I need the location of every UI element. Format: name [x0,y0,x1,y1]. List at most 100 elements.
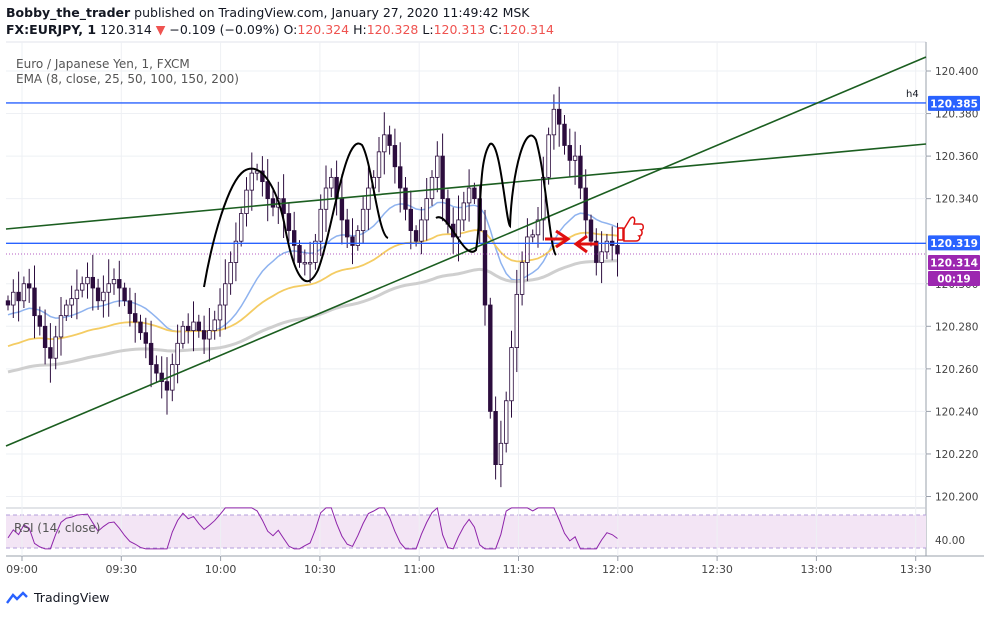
candle [562,115,567,155]
axis-labels: 120.400120.380120.360120.340120.300120.2… [6,66,980,576]
candle [424,178,429,241]
candle [228,251,233,295]
candle-body [95,287,101,302]
ema-lines [7,201,618,374]
candle [567,128,572,178]
candle [392,128,398,184]
candle-body [80,283,85,291]
candle-body [16,291,21,302]
candle-body [244,189,249,214]
low-value: 120.313 [433,22,486,37]
candle-body [557,108,562,125]
hand-drawn-curve-right [435,134,557,256]
candle [154,355,159,383]
candle [509,330,514,418]
candle-body [254,170,260,174]
down-triangle-icon: ▼ [155,22,166,37]
candle-body [583,187,588,221]
candle-body [344,219,350,238]
time-tick-label: 11:30 [503,563,535,576]
price-tick-label: 120.240 [935,406,978,418]
candle-body [435,155,440,178]
candle [122,282,127,307]
candle-body [604,240,610,253]
candle-body [127,300,133,314]
candle-body [599,251,604,263]
candle [180,320,186,349]
candle [21,276,27,309]
candle-body [196,321,201,331]
candle [32,265,37,339]
candle [196,314,201,338]
candle [419,206,424,255]
candle-body [159,372,164,383]
author-name[interactable]: Bobby_the_trader [6,5,131,20]
candle [5,295,11,311]
candle-body [90,276,95,289]
candle-body [578,155,583,189]
candle [58,296,64,356]
candle [387,125,392,155]
candle [265,159,270,222]
last-price-badge-text: 120.314 [930,257,978,269]
candle-body [21,283,27,302]
candle-body [546,134,551,178]
candle [85,262,90,299]
time-tick-label: 10:00 [205,563,237,576]
symbol-label[interactable]: FX:EURJPY, 1 [6,22,97,37]
price-tick-label: 120.220 [935,449,978,461]
candle [408,190,413,250]
candle-body [286,213,292,231]
time-tick-label: 09:30 [105,563,137,576]
candle [302,249,307,276]
candle [185,313,191,344]
candle [249,152,254,211]
candle-body [387,134,392,146]
candle-body [376,151,382,178]
candle [493,396,498,480]
candle-body [514,293,519,348]
candle-body [217,304,223,321]
candle [270,189,276,217]
candle [233,222,239,282]
candle-body [413,230,419,242]
candle [382,112,387,175]
candle-body [594,240,599,263]
publish-header: Bobby_the_trader published on TradingVie… [6,4,906,38]
close-value: 120.314 [502,22,554,37]
ema-legend[interactable]: EMA (8, close, 25, 50, 100, 150, 200) [16,72,239,86]
candle-body [392,145,398,168]
footer-brand[interactable]: TradingView [6,590,110,605]
candle-body [397,166,403,189]
candle [238,208,244,247]
price-change: −0.109 (−0.09%) [169,22,280,37]
low-label: L: [422,22,434,37]
publish-line: Bobby_the_trader published on TradingVie… [6,4,906,21]
candle-body [5,300,11,306]
candle [376,136,382,193]
candle-body [488,304,493,412]
candle [578,145,583,200]
price-tick-label: 120.360 [935,151,978,163]
candle [138,314,143,340]
candle-body [175,342,180,365]
candle [191,301,196,352]
candle [466,169,472,222]
level-mid-badge-text: 120.319 [930,238,978,250]
tradingview-logo-icon [6,590,28,604]
h4-label: h4 [906,89,919,100]
candle [48,323,53,383]
candle-body [429,176,435,200]
high-label: H: [353,22,367,37]
candle [143,317,148,359]
candle [551,94,557,150]
candle-body [228,262,233,285]
candle-body [249,172,254,191]
rsi-legend[interactable]: RSI (14, close) [14,521,101,535]
price-tick-label: 120.280 [935,321,978,333]
instrument-legend[interactable]: Euro / Japanese Yen, 1, FXCM [16,57,190,71]
candle-body [291,230,297,246]
publish-info: published on TradingView.com, January 27… [134,5,530,20]
level-mid-badge [928,235,980,251]
